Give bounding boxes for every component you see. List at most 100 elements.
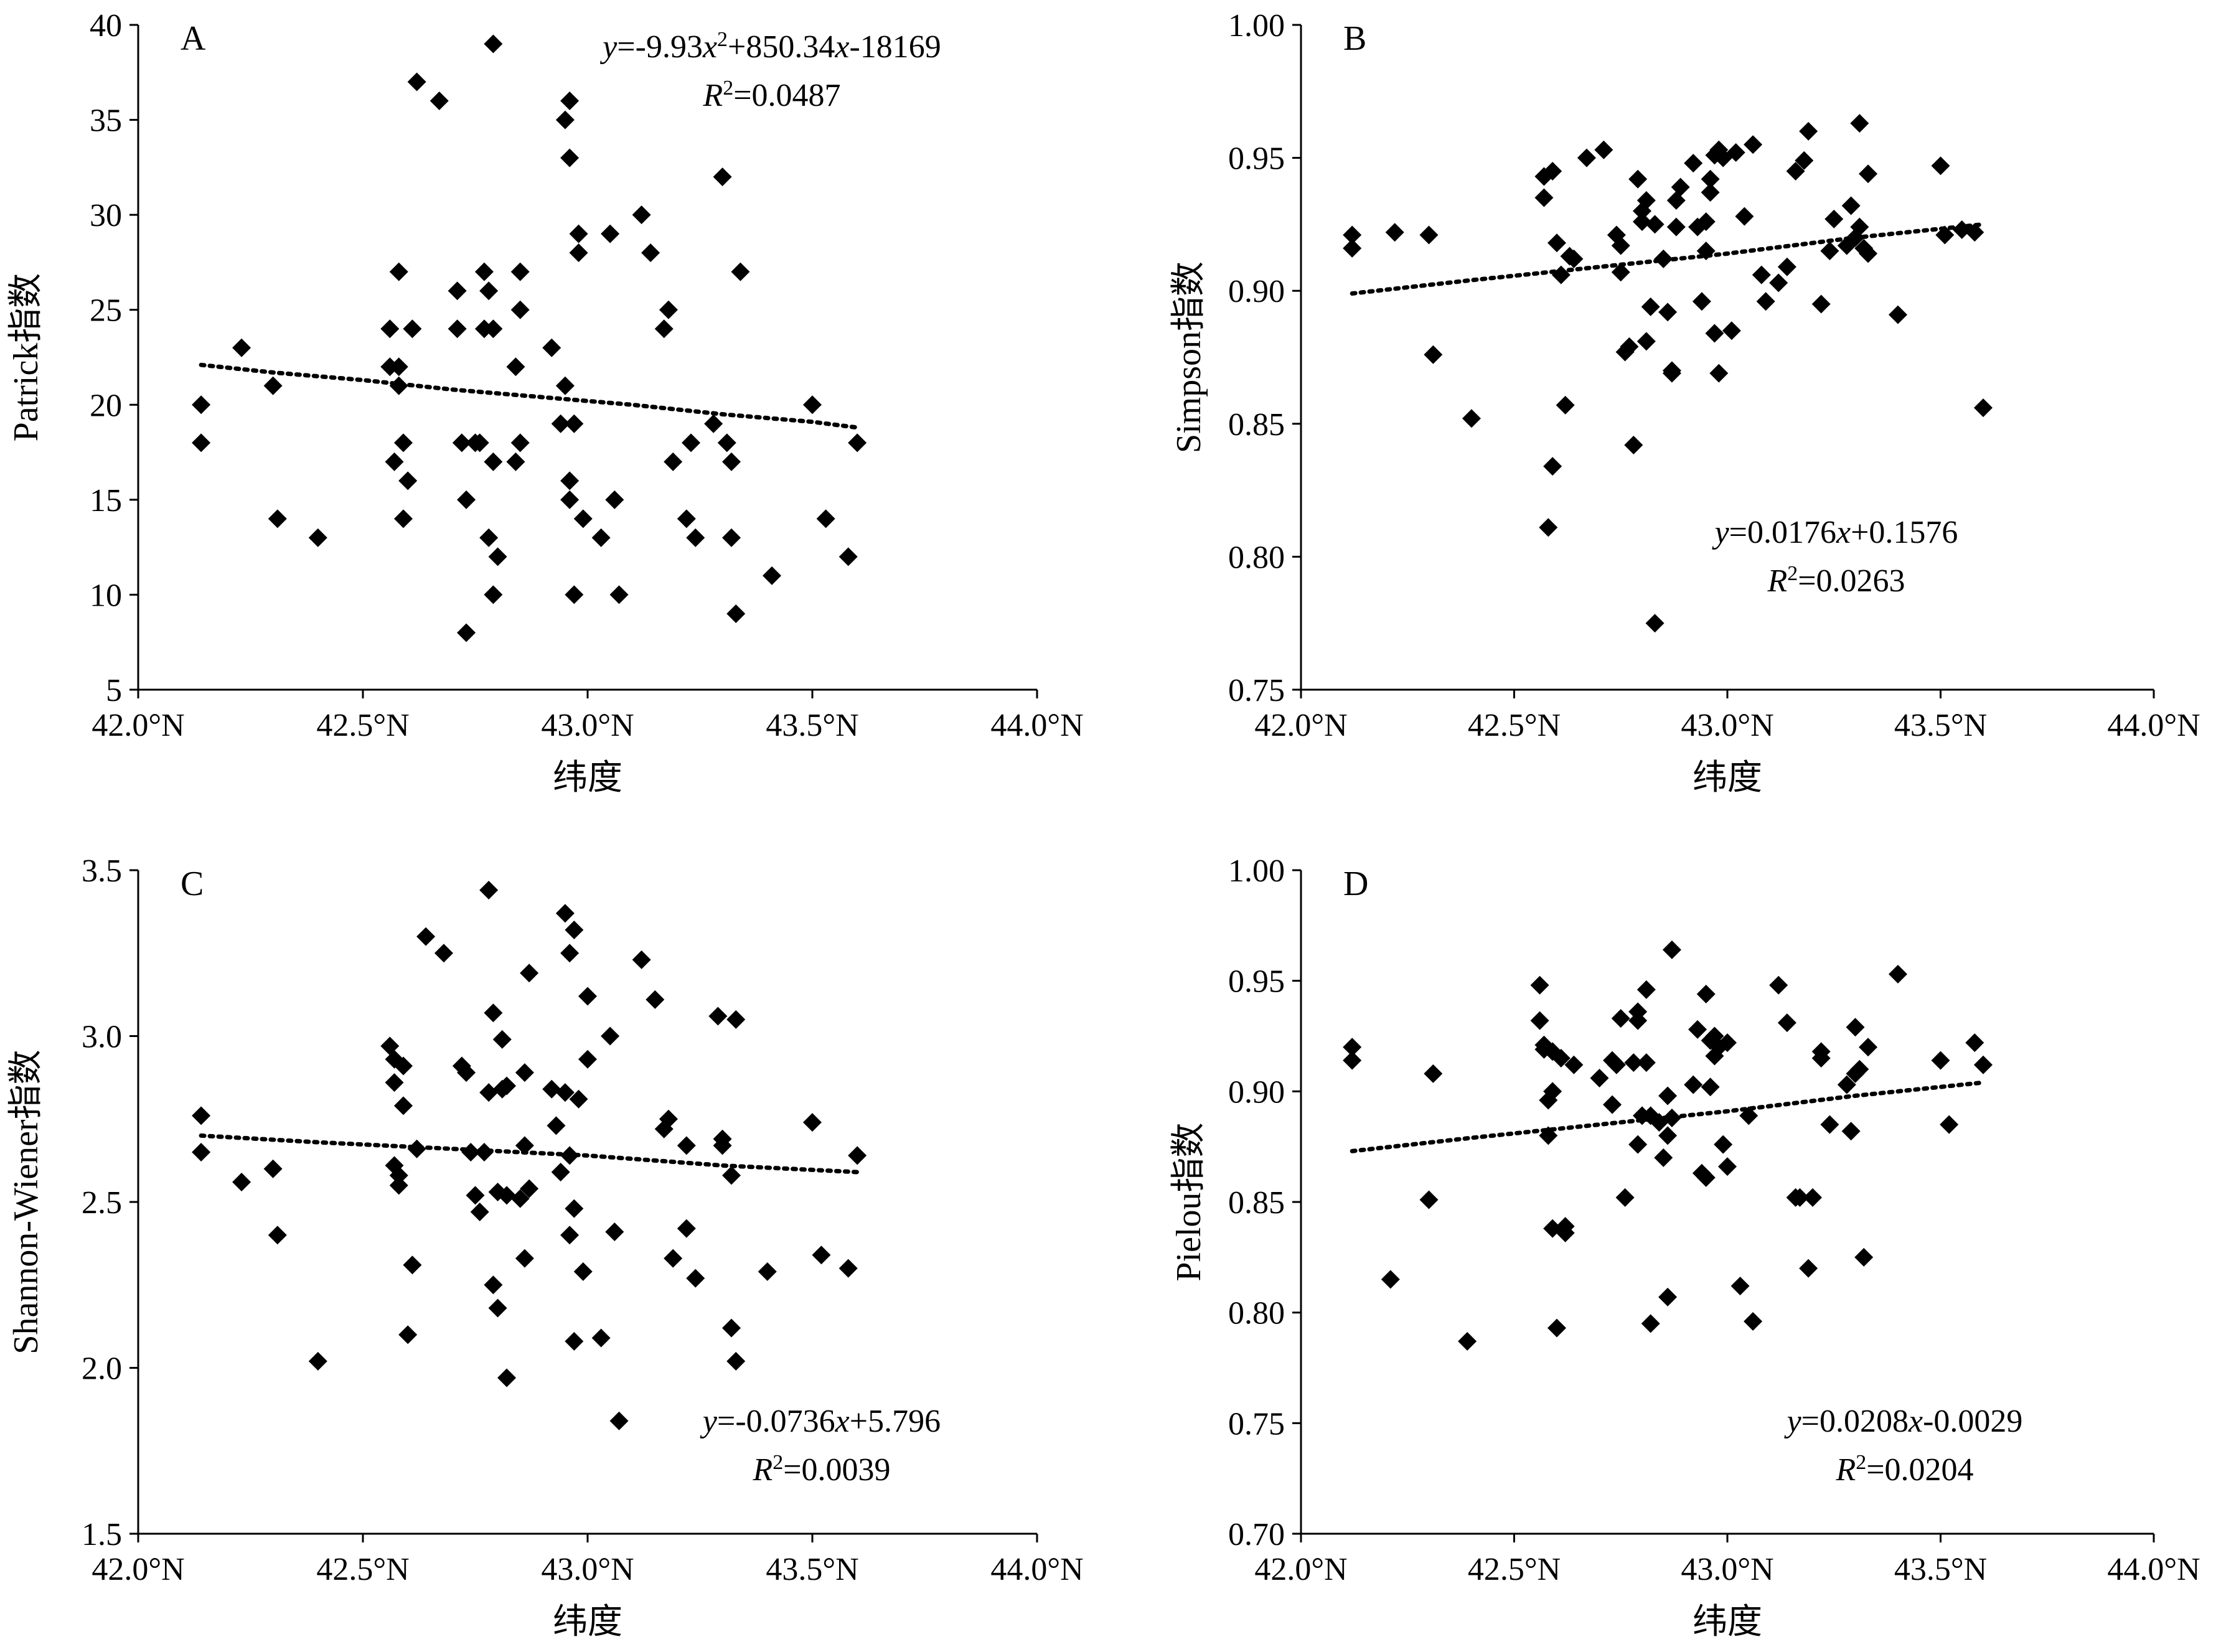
data-point: [763, 566, 782, 585]
data-point: [591, 1328, 611, 1348]
data-point: [1636, 332, 1656, 351]
data-point: [726, 1351, 746, 1371]
data-point: [232, 1173, 251, 1192]
data-point: [1603, 1095, 1622, 1114]
y-tick-label: 0.80: [1228, 540, 1285, 575]
data-point: [389, 357, 408, 377]
data-point: [1543, 161, 1562, 181]
data-point: [1701, 169, 1720, 189]
data-point: [1547, 1318, 1566, 1338]
data-point: [1530, 1011, 1549, 1030]
data-point: [474, 262, 494, 281]
data-point: [1458, 1331, 1477, 1351]
panel-a: 5 10 15 20 25 30 35 40 42.0°N 42.5°N 43.0°N 43.5°N 4…: [7, 8, 1084, 797]
data-point: [232, 338, 251, 357]
data-point: [268, 509, 287, 528]
x-tick-label: 42.5°N: [316, 1552, 409, 1587]
data-point: [1769, 273, 1788, 293]
data-point: [664, 1249, 683, 1268]
y-tick-label: 30: [90, 198, 122, 233]
data-point: [520, 964, 539, 983]
data-point: [573, 1262, 593, 1281]
data-point: [1607, 1055, 1626, 1074]
y-axis-label: Patrick指数: [7, 273, 45, 442]
data-point: [1701, 183, 1720, 202]
data-point: [1615, 1188, 1635, 1207]
data-point: [407, 1139, 426, 1158]
data-point: [466, 1186, 485, 1205]
x-tick-label: 43.5°N: [1894, 1552, 1987, 1587]
data-point: [1343, 225, 1362, 245]
data-point: [555, 904, 575, 923]
data-point: [1709, 364, 1729, 383]
data-point: [1952, 220, 1971, 239]
data-point: [838, 547, 858, 566]
data-point: [1624, 435, 1643, 454]
data-point: [1551, 1049, 1571, 1068]
data-point: [1462, 409, 1481, 428]
data-point: [565, 1331, 584, 1351]
data-point: [1837, 1075, 1856, 1094]
data-point: [263, 376, 283, 395]
data-point: [560, 1146, 580, 1165]
regression-equation: y=-9.93x2+850.34x-18169: [599, 28, 941, 65]
data-point: [758, 1262, 777, 1281]
data-point: [393, 1056, 413, 1076]
y-tick-label: 15: [90, 483, 122, 519]
data-point: [659, 1109, 678, 1129]
x-tick-label: 42.5°N: [1468, 708, 1561, 743]
data-point: [385, 1073, 404, 1092]
data-point: [308, 528, 327, 547]
data-point: [1730, 1277, 1750, 1296]
panel-letter: C: [181, 865, 204, 903]
data-point: [1662, 1108, 1681, 1127]
y-tick-label: 0.70: [1228, 1517, 1285, 1552]
data-point: [1590, 1069, 1609, 1088]
x-tick-label: 43.5°N: [1894, 708, 1987, 743]
data-point: [1551, 265, 1571, 284]
data-point: [1795, 151, 1814, 170]
data-point: [641, 243, 660, 263]
data-point: [722, 528, 741, 547]
data-point: [1628, 169, 1648, 189]
y-axis-label: Shannon-Wiener指数: [7, 1049, 45, 1354]
data-point: [510, 433, 530, 453]
data-point: [1696, 1168, 1716, 1187]
data-point: [389, 1176, 408, 1195]
data-point: [726, 1010, 746, 1029]
data-point: [560, 92, 580, 111]
y-tick-label: 5: [106, 673, 122, 708]
data-point: [609, 1411, 629, 1430]
y-tick-label: 3.5: [82, 853, 122, 889]
data-point: [510, 300, 530, 319]
panel-c: 1.5 2.0 2.5 3.0 3.5 42.0°N 42.5°N 43.0°N 43.5°N 4…: [7, 853, 1084, 1641]
data-point: [1850, 217, 1869, 237]
data-point: [515, 1063, 534, 1082]
y-axis-label: Pielou指数: [1170, 1122, 1208, 1281]
data-point: [569, 224, 588, 243]
y-tick-label: 40: [90, 8, 122, 44]
data-point: [803, 395, 822, 415]
data-point: [1854, 1247, 1874, 1267]
data-point: [479, 528, 499, 547]
data-point: [1726, 143, 1745, 162]
data-point: [569, 243, 588, 263]
data-point: [488, 1298, 507, 1318]
y-tick-label: 1.5: [82, 1517, 122, 1552]
data-point: [192, 395, 211, 415]
data-point: [1658, 1086, 1678, 1105]
data-point: [1786, 161, 1805, 181]
data-point: [393, 433, 413, 453]
data-point: [1556, 1223, 1575, 1242]
y-tick-label: 0.95: [1228, 141, 1285, 177]
data-point: [1424, 1064, 1443, 1083]
data-point: [393, 509, 413, 528]
data-point: [654, 319, 674, 339]
data-point: [263, 1159, 283, 1178]
data-point: [1696, 984, 1716, 1003]
data-point: [1739, 1106, 1758, 1125]
data-point: [565, 585, 584, 604]
data-point: [515, 1249, 534, 1268]
y-tick-label: 0.95: [1228, 964, 1285, 1000]
